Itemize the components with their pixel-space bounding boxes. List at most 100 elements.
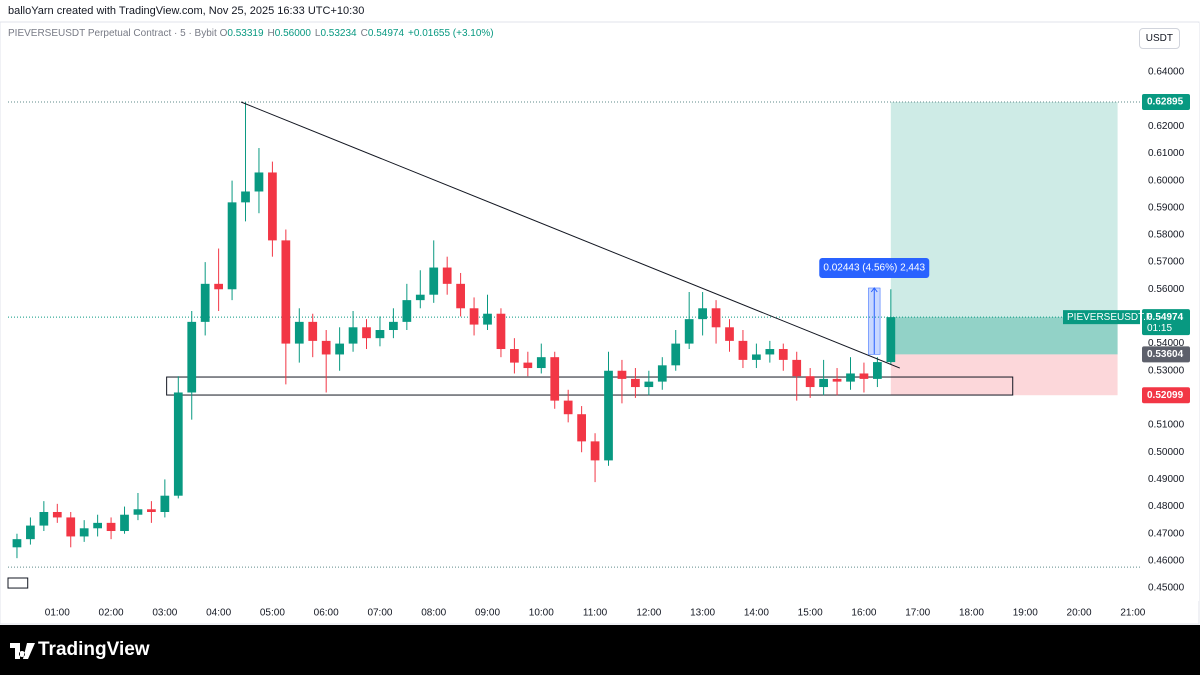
candle-body bbox=[39, 511, 49, 526]
x-tick-label: 07:00 bbox=[367, 608, 392, 619]
y-tick-label: 0.47000 bbox=[1148, 528, 1185, 539]
x-tick-label: 18:00 bbox=[959, 608, 984, 619]
x-tick-label: 11:00 bbox=[583, 608, 608, 619]
candle-body bbox=[268, 172, 277, 241]
candle-body bbox=[375, 330, 385, 339]
candle-body bbox=[657, 365, 667, 382]
candle-body bbox=[254, 172, 264, 192]
y-tick-label: 0.53000 bbox=[1148, 365, 1185, 376]
candle-body bbox=[348, 327, 358, 344]
ohlc-value: 0.56000 bbox=[274, 28, 311, 39]
change: +0.01655 (+3.10%) bbox=[408, 28, 494, 39]
candle-body bbox=[133, 509, 143, 515]
x-tick-label: 19:00 bbox=[1013, 608, 1038, 619]
candle-body bbox=[402, 300, 412, 322]
entry-label: 0.53604 bbox=[1147, 349, 1184, 360]
y-tick-label: 0.60000 bbox=[1148, 175, 1185, 186]
candle-body bbox=[147, 509, 156, 512]
rectangle bbox=[166, 376, 1014, 396]
candle-body bbox=[644, 381, 654, 388]
chart: 0.02443 (4.56%) 2,443 01:00 02:00 03:00 04:0… bbox=[0, 21, 1200, 625]
ohlc-value: 0.53234 bbox=[320, 28, 357, 39]
candle-body bbox=[93, 522, 102, 529]
last-price-label: 0.54974 bbox=[1147, 312, 1184, 323]
candle-body bbox=[604, 370, 613, 461]
candle-body bbox=[52, 511, 62, 518]
candle-body bbox=[321, 340, 331, 355]
x-tick-label: 05:00 bbox=[260, 608, 285, 619]
ohlc-key: O bbox=[219, 28, 228, 39]
candle-body bbox=[523, 362, 533, 369]
candle-body bbox=[698, 308, 707, 320]
candle-body bbox=[792, 359, 802, 377]
y-tick-label: 0.48000 bbox=[1148, 501, 1185, 512]
y-tick-label: 0.54000 bbox=[1148, 338, 1185, 349]
measure-arrow bbox=[870, 287, 878, 355]
y-tick-label: 0.62000 bbox=[1148, 121, 1185, 132]
y-tick-label: 0.59000 bbox=[1148, 202, 1185, 213]
ohlc-key: H bbox=[267, 28, 275, 39]
x-tick-label: 06:00 bbox=[314, 608, 339, 619]
x-tick-label: 17:00 bbox=[905, 608, 930, 619]
candle-body bbox=[510, 349, 519, 363]
y-tick-label: 0.58000 bbox=[1148, 230, 1185, 241]
candle-body bbox=[389, 321, 398, 331]
candle-body bbox=[711, 308, 721, 328]
candle-body bbox=[859, 373, 869, 379]
candle-body bbox=[684, 319, 694, 344]
entry-label-bg bbox=[1142, 346, 1190, 363]
logo bbox=[10, 643, 35, 659]
rectangle bbox=[7, 577, 29, 589]
trendline bbox=[240, 101, 900, 369]
x-tick-label: 08:00 bbox=[421, 608, 446, 619]
candle-body bbox=[846, 373, 855, 382]
x-tick-label: 09:00 bbox=[475, 608, 500, 619]
y-tick-label: 0.51000 bbox=[1148, 420, 1185, 431]
x-tick-label: 20:00 bbox=[1067, 608, 1092, 619]
candle-body bbox=[241, 191, 250, 203]
candle-body bbox=[483, 313, 492, 325]
candle-body bbox=[281, 240, 291, 344]
candle-body bbox=[160, 495, 170, 512]
footer: TradingView bbox=[0, 625, 1200, 675]
candle-body bbox=[765, 349, 775, 355]
candle-body bbox=[725, 327, 734, 341]
target-label: 0.62895 bbox=[1147, 97, 1184, 108]
x-tick-label: 16:00 bbox=[851, 608, 876, 619]
ohlc-value: 0.53319 bbox=[227, 28, 264, 39]
candle-body bbox=[832, 378, 842, 382]
candle-body bbox=[120, 514, 129, 532]
y-tick-label: 0.49000 bbox=[1148, 474, 1185, 485]
candle-body bbox=[671, 343, 681, 366]
candle-body bbox=[563, 400, 573, 415]
measure-label: 0.02443 (4.56%) 2,443 bbox=[823, 263, 925, 274]
x-tick-label: 14:00 bbox=[744, 608, 769, 619]
ohlc-key: C bbox=[360, 28, 368, 39]
credit: balloYarn created with TradingView.com, … bbox=[8, 5, 365, 17]
candle-body bbox=[66, 517, 76, 537]
candle-body bbox=[819, 378, 828, 388]
candle-body bbox=[335, 343, 344, 355]
y-tick-label: 0.64000 bbox=[1148, 67, 1185, 78]
candle-body bbox=[873, 362, 882, 379]
y-tick-label: 0.45000 bbox=[1148, 583, 1185, 594]
candle-body bbox=[442, 267, 452, 284]
ohlc-key: L bbox=[314, 28, 321, 39]
candle-body bbox=[577, 414, 586, 442]
x-tick-label: 10:00 bbox=[529, 608, 554, 619]
candle-body bbox=[886, 317, 896, 363]
candle-body bbox=[536, 357, 546, 369]
candle-body bbox=[12, 539, 22, 548]
candle-body bbox=[738, 340, 748, 360]
candle-body bbox=[294, 321, 304, 344]
candle-body bbox=[752, 354, 761, 360]
stop-label: 0.52099 bbox=[1147, 390, 1184, 401]
y-tick-label: 0.61000 bbox=[1148, 148, 1185, 159]
currency-button[interactable]: USDT bbox=[1138, 28, 1180, 49]
candle-body bbox=[200, 283, 210, 322]
x-tick-label: 21:00 bbox=[1120, 608, 1145, 619]
candle-body bbox=[214, 283, 223, 290]
candle-body bbox=[26, 525, 35, 540]
y-tick-label: 0.57000 bbox=[1148, 257, 1185, 268]
